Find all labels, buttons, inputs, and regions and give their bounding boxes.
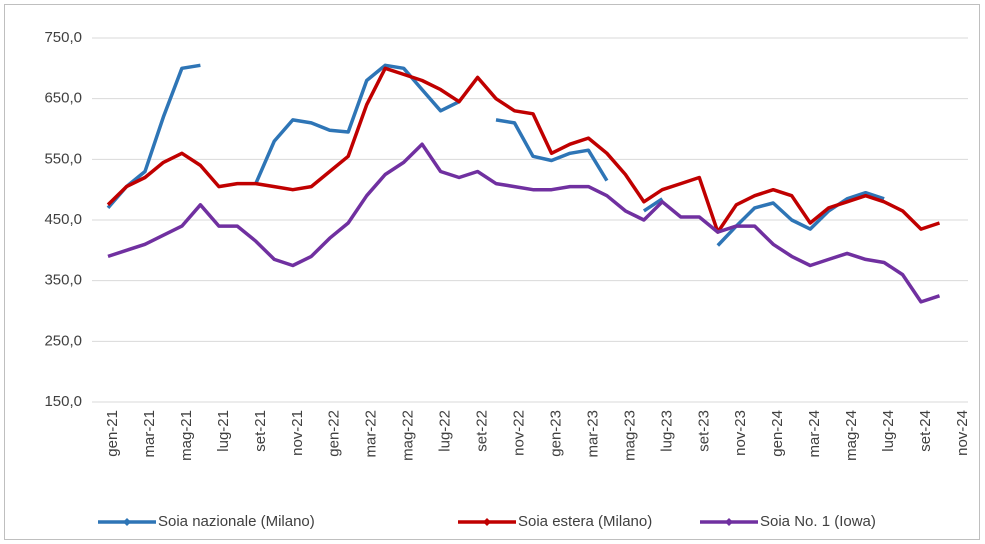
x-tick-label: gen-22 [326, 410, 343, 457]
y-tick-label: 350,0 [44, 272, 82, 289]
legend-marker [725, 518, 733, 526]
x-tick-label: lug-21 [215, 410, 232, 452]
x-tick-label: nov-23 [732, 410, 749, 456]
x-tick-label: set-23 [695, 410, 712, 452]
x-tick-label: set-22 [474, 410, 491, 452]
x-tick-label: mar-24 [806, 410, 823, 458]
legend-marker [483, 518, 491, 526]
legend-label: Soia estera (Milano) [518, 513, 652, 530]
y-tick-label: 150,0 [44, 393, 82, 410]
x-tick-label: lug-22 [437, 410, 454, 452]
x-tick-label: gen-21 [104, 410, 121, 457]
x-tick-label: mag-22 [400, 410, 417, 461]
y-tick-label: 650,0 [44, 90, 82, 107]
x-tick-label: mag-23 [621, 410, 638, 461]
x-tick-label: mag-21 [178, 410, 195, 461]
legend-label: Soia No. 1 (Iowa) [760, 513, 876, 530]
x-tick-label: nov-24 [954, 410, 971, 456]
series-line [107, 142, 941, 304]
x-tick-label: gen-24 [769, 410, 786, 457]
series-line [106, 63, 885, 247]
x-tick-label: set-24 [917, 410, 934, 452]
x-tick-label: set-21 [252, 410, 269, 452]
x-tick-label: mar-21 [141, 410, 158, 458]
series-line [106, 66, 941, 234]
chart-frame [4, 4, 980, 540]
x-tick-label: gen-23 [547, 410, 564, 457]
y-tick-label: 750,0 [44, 29, 82, 46]
y-tick-label: 550,0 [44, 150, 82, 167]
x-tick-label: nov-22 [510, 410, 527, 456]
legend-label: Soia nazionale (Milano) [158, 513, 315, 530]
y-tick-label: 250,0 [44, 332, 82, 349]
legend-marker [123, 518, 131, 526]
x-tick-label: nov-21 [289, 410, 306, 456]
x-tick-label: mar-23 [584, 410, 601, 458]
x-tick-label: lug-23 [658, 410, 675, 452]
x-tick-label: lug-24 [880, 410, 897, 452]
x-tick-label: mag-24 [843, 410, 860, 461]
x-tick-label: mar-22 [363, 410, 380, 458]
y-tick-label: 450,0 [44, 211, 82, 228]
